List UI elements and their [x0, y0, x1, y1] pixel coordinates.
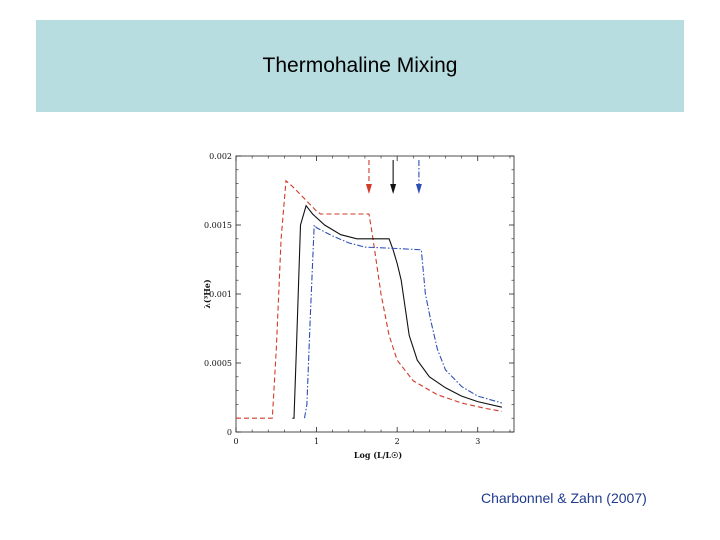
citation: Charbonnel & Zahn (2007) [481, 490, 647, 506]
y-tick-label: 0 [227, 428, 232, 437]
x-tick-label: 2 [395, 437, 400, 446]
x-tick-label: 1 [314, 437, 319, 446]
y-tick-label: 0.002 [209, 152, 232, 161]
x-axis-label: Log (L/L☉) [354, 450, 402, 460]
arrow-head-2 [390, 184, 397, 194]
title-band: Thermohaline Mixing [36, 20, 684, 112]
series-line-1 [236, 179, 502, 419]
x-tick-label: 0 [233, 437, 238, 446]
series-line-3 [303, 223, 503, 419]
y-axis-label: λ(³He) [202, 279, 212, 309]
thermohaline-chart: 0 1 2 3 0 0.0005 0.001 0.0015 0.002 Log (L/L☉) λ… [202, 152, 515, 460]
plot-frame [235, 155, 515, 433]
y-tick-label: 0.0015 [204, 221, 232, 230]
page-title: Thermohaline Mixing [262, 54, 458, 77]
y-tick-label: 0.0005 [204, 359, 232, 368]
y-tick-label: 0.001 [209, 290, 232, 299]
x-tick-label: 3 [475, 437, 480, 446]
arrow-head-1 [365, 184, 372, 194]
series-line-2 [292, 204, 503, 419]
arrow-head-3 [415, 184, 422, 194]
